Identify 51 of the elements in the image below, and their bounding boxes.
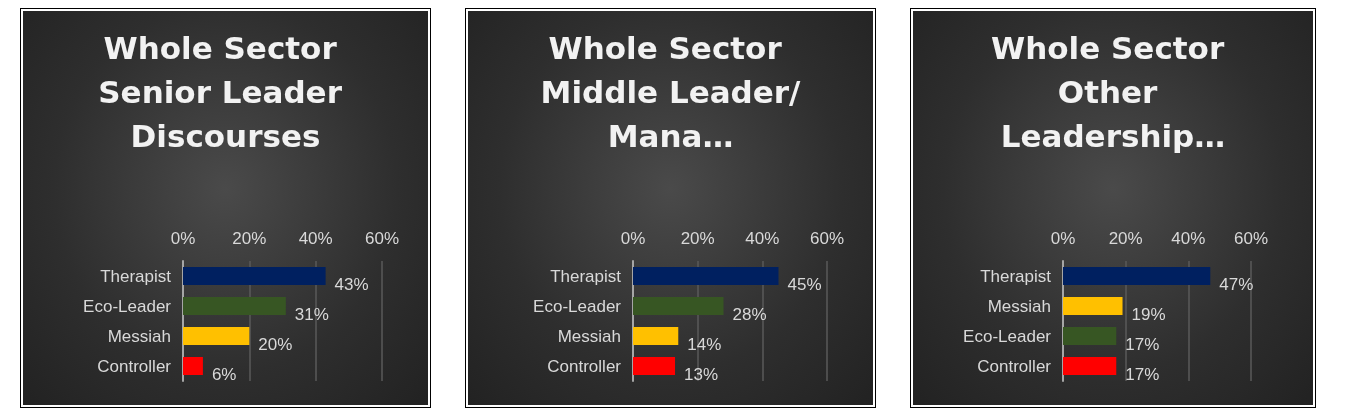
x-tick-label: 0% bbox=[620, 229, 646, 248]
y-tick-label: Eco-Leader bbox=[533, 296, 622, 316]
bar bbox=[633, 327, 679, 345]
bar bbox=[183, 267, 326, 285]
x-tick-label: 20% bbox=[1108, 229, 1143, 248]
data-label: 13% bbox=[684, 364, 719, 384]
x-tick-label: 0% bbox=[1050, 229, 1076, 248]
x-tick-label: 40% bbox=[1171, 229, 1206, 248]
data-label: 17% bbox=[1125, 334, 1160, 354]
y-tick-label: Messiah bbox=[987, 296, 1051, 316]
bar bbox=[183, 327, 250, 345]
x-tick-label: 20% bbox=[680, 229, 715, 248]
y-tick-label: Eco-Leader bbox=[963, 326, 1052, 346]
data-label: 43% bbox=[334, 274, 369, 294]
x-tick-label: 40% bbox=[745, 229, 780, 248]
data-label: 14% bbox=[687, 334, 722, 354]
x-tick-label: 0% bbox=[170, 229, 196, 248]
x-tick-label: 20% bbox=[232, 229, 267, 248]
y-tick-label: Therapist bbox=[100, 266, 172, 286]
y-tick-label: Therapist bbox=[550, 266, 622, 286]
data-label: 20% bbox=[258, 334, 293, 354]
y-tick-label: Messiah bbox=[107, 326, 171, 346]
y-tick-label: Therapist bbox=[980, 266, 1052, 286]
bar bbox=[633, 297, 724, 315]
y-tick-label: Messiah bbox=[557, 326, 621, 346]
data-label: 17% bbox=[1125, 364, 1160, 384]
data-label: 47% bbox=[1219, 274, 1254, 294]
bar bbox=[183, 357, 203, 375]
bar bbox=[1063, 297, 1123, 315]
x-tick-label: 60% bbox=[1233, 229, 1269, 248]
bar bbox=[1063, 327, 1117, 345]
bar bbox=[1063, 267, 1211, 285]
chart-title: Whole Sector Senior Leader Discourses bbox=[98, 30, 353, 154]
x-tick-label: 60% bbox=[364, 229, 400, 248]
chart-title: Whole Sector Other Leadership… bbox=[991, 30, 1235, 154]
data-label: 6% bbox=[211, 364, 237, 384]
data-label: 28% bbox=[732, 304, 767, 324]
x-tick-label: 40% bbox=[298, 229, 333, 248]
data-label: 31% bbox=[294, 304, 329, 324]
data-label: 19% bbox=[1131, 304, 1166, 324]
chart-title: Whole Sector Middle Leader/Mana… bbox=[540, 30, 802, 154]
bar bbox=[633, 267, 779, 285]
y-tick-label: Eco-Leader bbox=[83, 296, 172, 316]
bar bbox=[183, 297, 286, 315]
y-tick-label: Controller bbox=[977, 356, 1052, 376]
bar bbox=[1063, 357, 1117, 375]
x-tick-label: 60% bbox=[809, 229, 845, 248]
y-tick-label: Controller bbox=[97, 356, 172, 376]
y-tick-label: Controller bbox=[547, 356, 622, 376]
data-label: 45% bbox=[787, 274, 822, 294]
bar bbox=[633, 357, 676, 375]
